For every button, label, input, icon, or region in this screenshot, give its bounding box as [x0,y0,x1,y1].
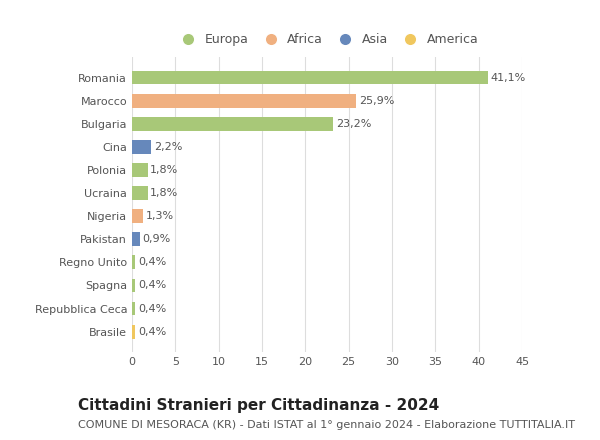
Bar [132,325,136,339]
Text: 2,2%: 2,2% [154,142,182,152]
Bar [132,94,356,107]
Text: 1,3%: 1,3% [146,211,174,221]
Text: 0,4%: 0,4% [138,326,166,337]
Text: 1,8%: 1,8% [150,165,178,175]
Bar [132,232,140,246]
Text: 25,9%: 25,9% [359,95,394,106]
Text: 0,9%: 0,9% [142,234,170,244]
Bar [132,140,151,154]
Text: 0,4%: 0,4% [138,280,166,290]
Bar [132,70,488,84]
Text: 0,4%: 0,4% [138,304,166,314]
Bar [132,256,136,269]
Text: COMUNE DI MESORACA (KR) - Dati ISTAT al 1° gennaio 2024 - Elaborazione TUTTITALI: COMUNE DI MESORACA (KR) - Dati ISTAT al … [78,420,575,430]
Text: 1,8%: 1,8% [150,188,178,198]
Bar [132,117,333,131]
Bar [132,302,136,315]
Bar [132,279,136,293]
Text: Cittadini Stranieri per Cittadinanza - 2024: Cittadini Stranieri per Cittadinanza - 2… [78,398,439,413]
Legend: Europa, Africa, Asia, America: Europa, Africa, Asia, America [170,28,484,51]
Text: 23,2%: 23,2% [335,119,371,129]
Bar [132,186,148,200]
Bar [132,209,143,223]
Text: 41,1%: 41,1% [491,73,526,83]
Bar [132,163,148,177]
Text: 0,4%: 0,4% [138,257,166,268]
